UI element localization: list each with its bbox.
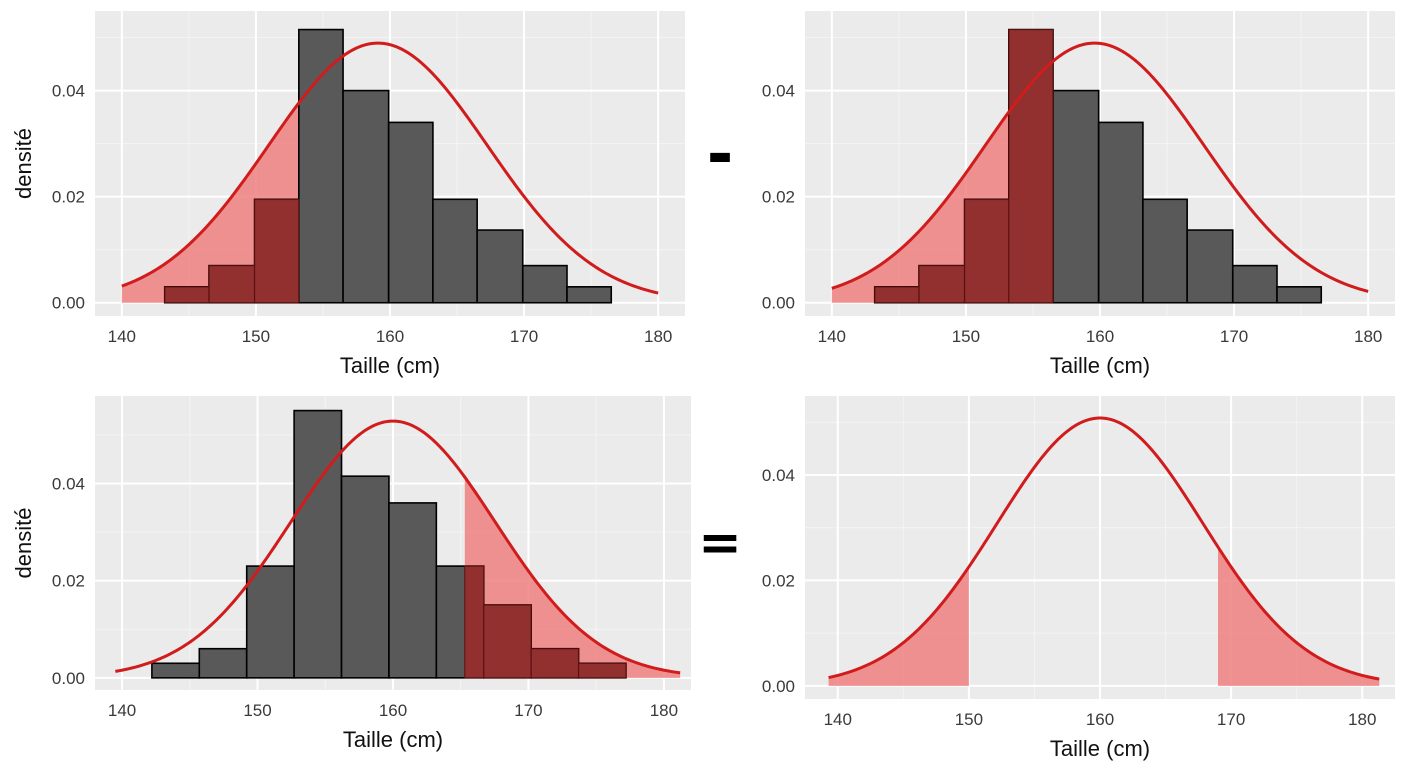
x-axis-title: Taille (cm) <box>1050 353 1150 378</box>
x-tick-label: 170 <box>514 701 542 720</box>
x-tick-labels: 140 150 160 170 180 <box>824 710 1377 729</box>
y-tick-label: 0.02 <box>52 572 85 591</box>
y-tick-label: 0.00 <box>762 677 795 696</box>
highlighted-bar-segment <box>578 662 627 679</box>
histogram-bar <box>1231 264 1278 304</box>
x-axis-title: Taille (cm) <box>340 353 440 378</box>
density-curve <box>115 419 681 675</box>
x-tick-labels: 140 150 160 170 180 <box>108 327 673 346</box>
x-tick-label: 150 <box>243 701 271 720</box>
highlighted-bar-segment <box>874 286 920 304</box>
chart-panel-bottom-right: 0.00 0.02 0.04 140 150 160 170 180 Taill… <box>762 396 1395 761</box>
x-tick-label: 150 <box>242 327 270 346</box>
histogram-bar <box>1097 121 1144 304</box>
x-tick-labels: 140 150 160 170 180 <box>108 701 678 720</box>
shaded-area <box>1218 547 1380 686</box>
highlighted-bar-segment <box>483 604 532 679</box>
shaded-area <box>828 566 969 686</box>
histogram-bar <box>198 647 248 679</box>
y-tick-label: 0.02 <box>52 188 85 207</box>
histogram-bar <box>245 565 295 679</box>
x-tick-label: 180 <box>1348 710 1376 729</box>
y-tick-label: 0.04 <box>52 82 85 101</box>
x-tick-label: 180 <box>1354 327 1382 346</box>
y-tick-label: 0.02 <box>762 188 795 207</box>
y-tick-labels: 0.00 0.02 0.04 <box>52 82 85 313</box>
histogram-bar <box>151 662 201 679</box>
x-tick-label: 180 <box>644 327 672 346</box>
histogram-bar <box>1276 286 1323 304</box>
x-tick-label: 170 <box>1220 327 1248 346</box>
x-tick-label: 150 <box>952 327 980 346</box>
highlighted-bar-segment <box>918 265 966 304</box>
x-tick-label: 170 <box>1217 710 1245 729</box>
highlighted-bar-segment <box>254 198 300 304</box>
x-tick-label: 160 <box>1086 327 1114 346</box>
y-tick-label: 0.00 <box>762 294 795 313</box>
y-tick-label: 0.04 <box>52 474 85 493</box>
highlighted-bar-segment <box>208 265 256 304</box>
x-tick-label: 140 <box>824 710 852 729</box>
histogram-bar <box>476 229 524 304</box>
x-tick-label: 180 <box>650 701 678 720</box>
x-axis-title: Taille (cm) <box>343 727 443 752</box>
y-tick-label: 0.02 <box>762 571 795 590</box>
histogram-bar <box>432 198 478 304</box>
y-tick-labels: 0.00 0.02 0.04 <box>762 82 795 313</box>
histogram-bar <box>521 264 568 304</box>
highlighted-bars-layer <box>874 29 1054 304</box>
x-tick-label: 160 <box>379 701 407 720</box>
y-tick-label: 0.00 <box>52 669 85 688</box>
x-axis-title: Taille (cm) <box>1050 736 1150 761</box>
y-axis-title: densité <box>11 508 36 579</box>
histogram-bar <box>298 28 344 304</box>
histogram-bar <box>342 89 390 304</box>
highlighted-bar-segment <box>530 648 580 679</box>
density-curve <box>831 41 1369 293</box>
y-tick-labels: 0.00 0.02 0.04 <box>52 474 85 687</box>
y-tick-label: 0.04 <box>762 82 795 101</box>
x-tick-label: 150 <box>955 710 983 729</box>
y-tick-labels: 0.00 0.02 0.04 <box>762 466 795 696</box>
highlighted-bar-segment <box>464 565 485 679</box>
histogram-bar <box>340 475 390 679</box>
shaded-area-layer <box>828 547 1380 686</box>
equals-operator: = <box>698 513 742 573</box>
x-tick-label: 140 <box>108 701 136 720</box>
histogram-bar <box>1052 89 1100 304</box>
highlighted-bars-layer <box>464 565 627 679</box>
highlighted-bar-segment <box>1008 29 1054 304</box>
x-tick-label: 160 <box>376 327 404 346</box>
y-tick-label: 0.04 <box>762 466 795 485</box>
density-curve <box>121 41 659 295</box>
highlighted-bar-segment <box>964 198 1010 304</box>
y-axis-title: densité <box>11 128 36 199</box>
x-tick-label: 140 <box>818 327 846 346</box>
histogram-bar <box>1142 198 1188 304</box>
x-tick-label: 170 <box>510 327 538 346</box>
highlighted-bars-layer <box>164 198 300 304</box>
chart-panel-top-left: 0.00 0.02 0.04 140 150 160 170 180 Taill… <box>11 11 685 378</box>
x-tick-label: 140 <box>108 327 136 346</box>
highlighted-bar-segment <box>164 286 210 304</box>
chart-panel-bottom-left: 0.00 0.02 0.04 140 150 160 170 180 Taill… <box>11 396 691 752</box>
histogram-bar <box>387 121 434 304</box>
histogram-bar <box>388 502 438 679</box>
chart-panel-top-right: 0.00 0.02 0.04 140 150 160 170 180 Taill… <box>762 11 1395 378</box>
x-tick-labels: 140 150 160 170 180 <box>818 327 1383 346</box>
histogram-bar <box>293 409 343 679</box>
density-curve <box>828 416 1380 681</box>
histogram-bar <box>566 286 613 304</box>
x-tick-label: 160 <box>1086 710 1114 729</box>
y-tick-label: 0.00 <box>52 294 85 313</box>
histogram-bar <box>1186 229 1234 304</box>
minus-operator: - <box>707 118 734 192</box>
